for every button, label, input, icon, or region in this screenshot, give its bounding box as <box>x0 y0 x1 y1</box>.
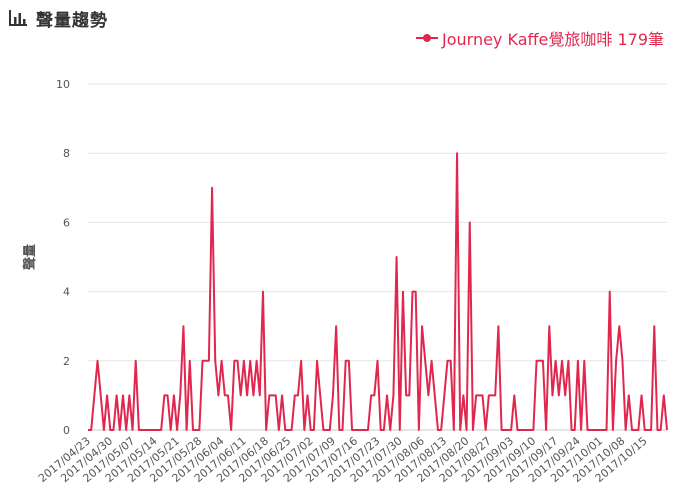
x-axis-ticks: 2017/04/232017/04/302017/05/072017/05/14… <box>36 434 650 485</box>
chart-title: 聲量趨勢 <box>36 10 108 31</box>
y-axis-ticks: 0 2 4 6 8 10 <box>56 78 70 437</box>
series-line[interactable] <box>88 152 668 431</box>
legend-marker-icon <box>416 34 438 42</box>
y-tick-label: 0 <box>63 424 70 437</box>
y-tick-label: 8 <box>63 147 70 160</box>
y-axis-title: 聲量 <box>22 244 38 270</box>
y-tick-label: 4 <box>63 286 70 299</box>
y-tick-label: 10 <box>56 78 70 91</box>
legend[interactable]: Journey Kaffe覺旅咖啡 179筆 <box>416 26 664 50</box>
bar-chart-icon <box>9 10 27 26</box>
y-tick-label: 2 <box>63 355 70 368</box>
series-line-group <box>88 152 668 431</box>
legend-series-label: Journey Kaffe覺旅咖啡 179筆 <box>442 30 664 49</box>
chart-header: 聲量趨勢 <box>8 6 108 31</box>
y-tick-label: 6 <box>63 216 70 229</box>
